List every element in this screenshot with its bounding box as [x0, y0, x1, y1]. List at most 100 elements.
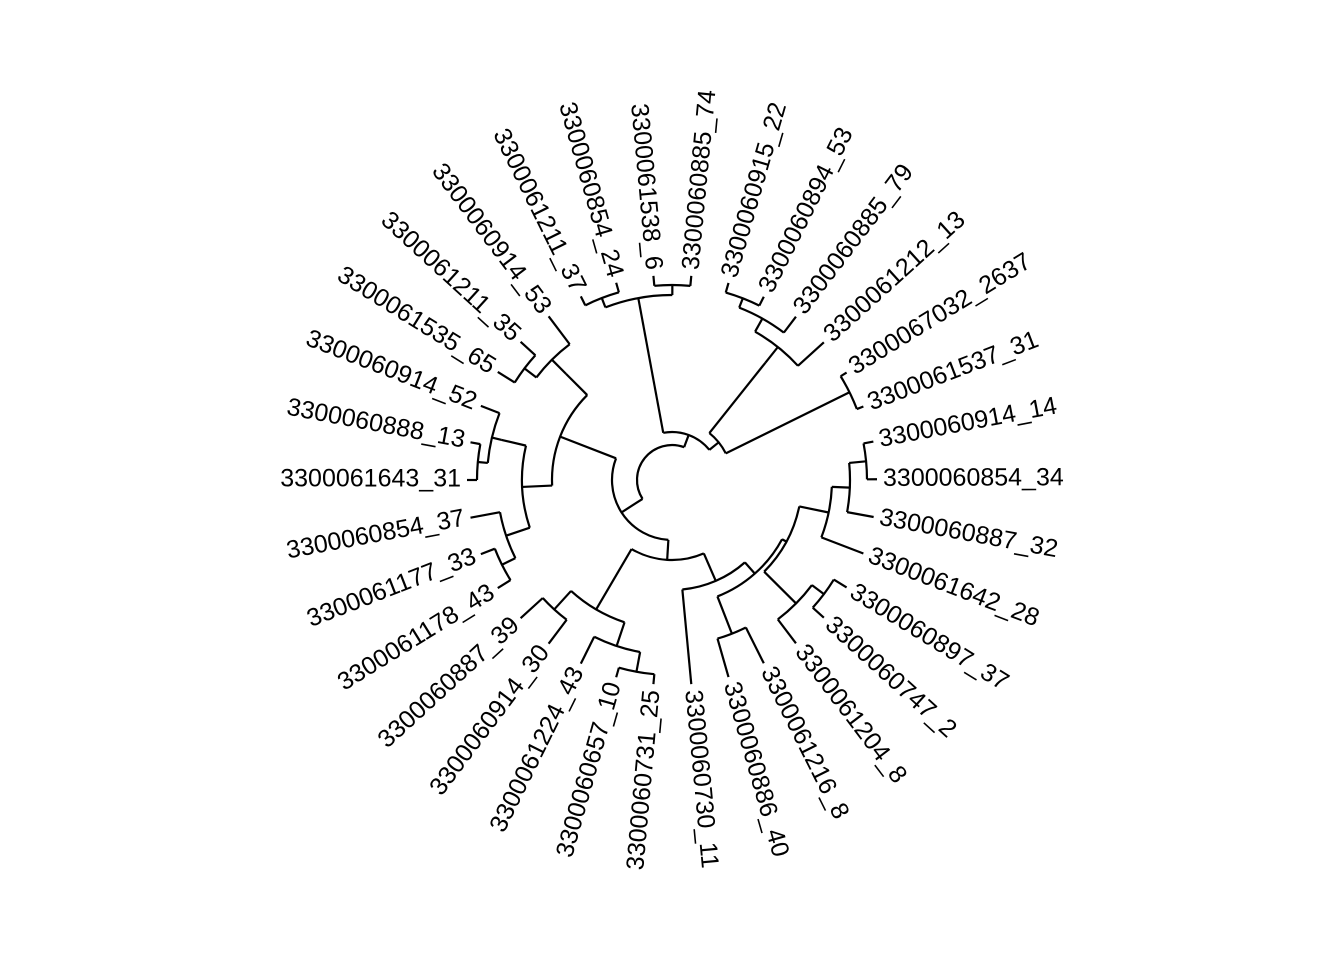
clade-arc: [654, 283, 691, 287]
leaf-branch: [689, 275, 693, 286]
leaf-branch: [652, 674, 656, 685]
leaf-branch: [776, 618, 797, 644]
internal-branch: [763, 570, 797, 605]
clade-arc: [550, 394, 588, 486]
internal-branch: [505, 526, 531, 537]
internal-branch: [559, 435, 617, 460]
tree-branches: [467, 275, 878, 685]
clade-arc: [593, 635, 641, 654]
leaf-branch: [782, 316, 797, 334]
leaf-branch: [519, 340, 537, 357]
internal-branch: [849, 460, 867, 465]
internal-branch: [799, 505, 829, 514]
root-arc: [635, 443, 685, 500]
internal-branch: [744, 561, 756, 575]
internal-branch: [637, 297, 665, 434]
internal-branch: [754, 318, 764, 333]
clade-arc: [839, 375, 858, 410]
clade-arc: [605, 293, 673, 309]
clade-arc: [725, 291, 760, 307]
leaf-branch: [744, 627, 765, 664]
internal-branch: [565, 373, 588, 396]
leaf-branch: [480, 404, 500, 415]
internal-branch: [738, 297, 744, 309]
clade-arc: [513, 354, 537, 384]
leaf-branch: [833, 578, 848, 589]
clade-arc: [754, 330, 799, 367]
internal-branch: [683, 434, 690, 448]
clade-arc: [717, 626, 747, 640]
internal-branch: [600, 297, 607, 308]
leaf-branch: [497, 371, 516, 384]
leaf-branch: [812, 606, 825, 619]
tip-label: 3300061643_31: [280, 465, 461, 493]
leaf-branch: [724, 282, 730, 293]
clade-arc: [738, 306, 785, 334]
internal-branch: [477, 460, 488, 465]
leaf-branch: [497, 579, 512, 589]
leaf-branch: [856, 405, 864, 411]
internal-branch: [716, 596, 733, 635]
internal-branch: [501, 438, 527, 447]
internal-branch: [635, 651, 642, 672]
clade-arc: [663, 430, 711, 451]
leaf-branch: [863, 440, 874, 445]
clade-arc: [535, 343, 571, 379]
leaf-branch: [615, 667, 620, 678]
leaf-branch: [470, 511, 501, 519]
clade-arc: [618, 666, 655, 676]
internal-branch: [522, 484, 553, 489]
leaf-branch: [840, 371, 848, 378]
internal-branch: [725, 391, 850, 455]
clade-arc: [498, 511, 517, 559]
leaf-branch: [480, 547, 496, 556]
leaf-branch: [519, 597, 544, 620]
internal-branch: [666, 539, 670, 560]
internal-branch: [491, 436, 502, 441]
leaf-branch: [547, 315, 571, 345]
clade-arc: [610, 457, 669, 541]
tip-labels: 3300061537_313300067032_26373300061212_1…: [280, 88, 1064, 871]
tip-label: 3300061538_6: [625, 102, 668, 271]
clade-arc: [493, 548, 512, 581]
leaf-branch: [797, 341, 825, 367]
clade-arc: [811, 578, 835, 609]
internal-branch: [620, 497, 644, 514]
clade-arc: [845, 462, 852, 513]
leaf-branch: [579, 295, 587, 306]
internal-branch: [764, 346, 779, 364]
leaf-branch: [579, 636, 596, 665]
internal-branch: [551, 358, 567, 375]
internal-branch: [811, 584, 825, 595]
leaf-branch: [716, 638, 730, 678]
clade-arc: [682, 561, 746, 591]
clade-arc: [570, 590, 625, 624]
clade-arc: [777, 584, 813, 621]
internal-branch: [615, 621, 626, 647]
clade-arc: [820, 486, 833, 538]
clade-arc: [763, 506, 801, 573]
internal-branch: [595, 548, 633, 610]
tip-label: 3300060885_74: [677, 88, 722, 271]
clade-arc: [630, 548, 705, 562]
internal-branch: [523, 367, 538, 379]
tip-label: 3300060731_25: [621, 689, 665, 872]
leaf-branch: [470, 441, 481, 446]
tip-label: 3300060730_11: [679, 689, 724, 870]
internal-branch: [708, 441, 720, 451]
leaf-branch: [758, 296, 765, 307]
leaf-branch: [547, 619, 568, 645]
internal-branch: [702, 552, 717, 582]
leaf-branch: [652, 275, 656, 286]
leaf-branch: [615, 282, 620, 293]
internal-branch: [553, 590, 572, 611]
tip-label: 3300060854_34: [883, 463, 1064, 492]
clade-arc: [708, 432, 727, 454]
internal-branch: [501, 557, 516, 566]
leaf-branch: [681, 589, 693, 685]
internal-branch: [831, 485, 850, 489]
leaf-branch: [820, 536, 864, 555]
clade-arc: [520, 445, 531, 529]
clade-arc: [717, 538, 784, 598]
